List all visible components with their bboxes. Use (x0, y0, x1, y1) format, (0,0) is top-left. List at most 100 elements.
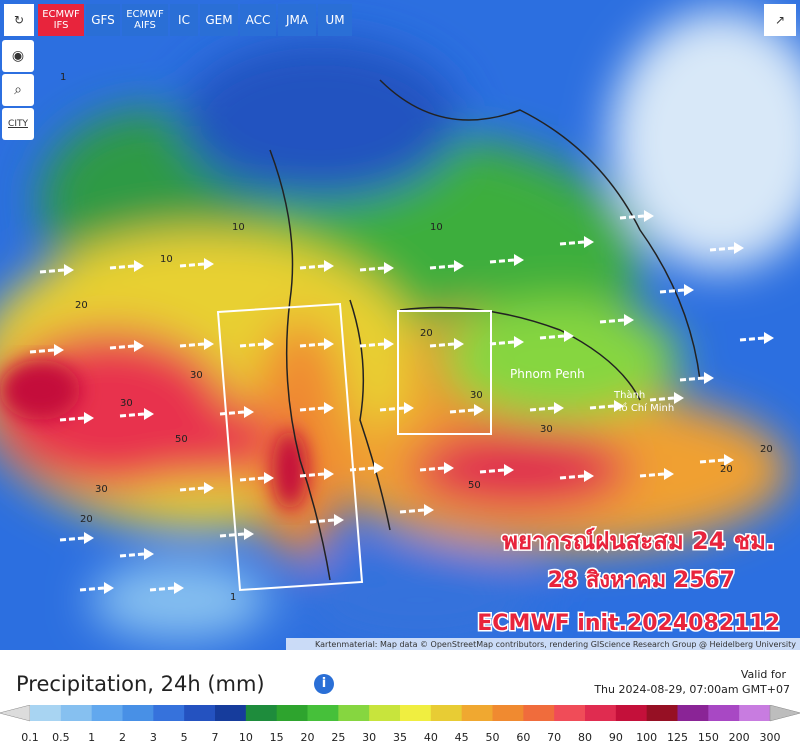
scale-swatch (153, 705, 185, 721)
info-button[interactable]: i (314, 674, 334, 694)
wind-arrow (649, 396, 675, 402)
contour-label: 10 (160, 254, 173, 265)
valid-time: Thu 2024-08-29, 07:00am GMT+07 (594, 683, 790, 696)
city-button[interactable]: CITY (2, 108, 34, 140)
wind-arrow-head (54, 344, 64, 356)
wind-arrow-head (444, 462, 454, 474)
model-button[interactable]: IC (170, 4, 198, 36)
reload-button[interactable]: ↻ (4, 4, 34, 36)
scale-label: 25 (331, 731, 345, 744)
wind-arrow (179, 342, 205, 348)
scale-label: 200 (729, 731, 750, 744)
place-label: Hồ Chí Minh (614, 402, 674, 414)
scale-label: 3 (150, 731, 157, 744)
wind-arrow (39, 268, 65, 274)
location-button[interactable]: ◉ (2, 40, 34, 72)
wind-arrow-head (324, 402, 334, 414)
scale-swatch (184, 705, 216, 721)
wind-arrow-head (204, 258, 214, 270)
scale-swatch (708, 705, 740, 721)
wind-arrow (109, 264, 135, 270)
wind-arrow (59, 416, 85, 422)
scale-swatch (554, 705, 586, 721)
wind-arrow (539, 334, 565, 340)
wind-arrow-head (624, 314, 634, 326)
model-button[interactable]: GEM (200, 4, 238, 36)
scale-label: 30 (362, 731, 376, 744)
scale-label: 60 (516, 731, 530, 744)
scale-swatch (492, 705, 524, 721)
wind-arrow (219, 532, 245, 538)
scale-label: 7 (212, 731, 219, 744)
legend: Precipitation, 24h (mm) i Valid for Thu … (0, 650, 800, 750)
scale-label: 2 (119, 731, 126, 744)
model-button[interactable]: JMA (278, 4, 316, 36)
scale-swatch (30, 705, 62, 721)
model-button[interactable]: ECMWF AIFS (122, 4, 168, 36)
scale-swatch (523, 705, 555, 721)
wind-arrow (489, 258, 515, 264)
highlight-boxes (216, 302, 492, 592)
wind-arrow (679, 376, 705, 382)
wind-arrow-head (204, 338, 214, 350)
wind-arrow (429, 342, 455, 348)
wind-arrow-head (384, 262, 394, 274)
wind-arrow-head (334, 514, 344, 526)
wind-arrow-head (244, 406, 254, 418)
scale-swatch (338, 705, 370, 721)
wind-arrow (559, 474, 585, 480)
scale-swatch (60, 705, 93, 721)
wind-arrow (429, 264, 455, 270)
overlay-date: 28 สิงหาคม 2567 (548, 568, 735, 593)
wind-arrow-head (704, 372, 714, 384)
scale-swatch (122, 705, 154, 721)
scale-label: 10 (239, 731, 253, 744)
contour-label: 20 (75, 300, 88, 311)
wind-arrow (559, 240, 585, 246)
scale-label: 90 (609, 731, 623, 744)
wind-arrow-head (504, 464, 514, 476)
wind-arrow (179, 262, 205, 268)
wind-arrow (739, 336, 765, 342)
model-button[interactable]: ACC (240, 4, 276, 36)
wind-arrow (239, 476, 265, 482)
scale-label: 0.1 (21, 731, 39, 744)
wind-arrow-head (474, 404, 484, 416)
wind-arrow (219, 410, 245, 416)
wind-arrow (359, 266, 385, 272)
model-button[interactable]: ECMWF IFS (38, 4, 84, 36)
scale-swatch (677, 705, 709, 721)
wind-arrow (119, 552, 145, 558)
model-button[interactable]: GFS (86, 4, 120, 36)
wind-arrow-head (554, 402, 564, 414)
wind-arrow-head (674, 392, 684, 404)
map: 10 20 30 30 50 30 20 10 20 30 50 30 20 20 10 1 1 Phnom P… (0, 0, 800, 650)
scale-swatch (739, 705, 771, 721)
contour-label: 30 (120, 398, 133, 409)
wind-arrow (599, 318, 625, 324)
scale-swatch (400, 705, 432, 721)
model-button[interactable]: UM (318, 4, 352, 36)
wind-arrow (59, 536, 85, 542)
scale-swatch (91, 705, 123, 721)
zoom-button[interactable]: ⌕ (2, 74, 34, 106)
place-label: Thành (613, 389, 645, 401)
wind-arrow-head (454, 338, 464, 350)
contour-label: 20 (420, 328, 433, 339)
wind-arrow-head (134, 340, 144, 352)
wind-arrow (349, 466, 375, 472)
scale-swatch (245, 705, 278, 721)
wind-arrow-head (264, 472, 274, 484)
scale-swatch (646, 705, 678, 721)
contour-label: 10 (232, 222, 245, 233)
valid-label: Valid for (740, 668, 786, 681)
wind-arrow-head (264, 338, 274, 350)
wind-arrow-head (664, 468, 674, 480)
contour-label: 20 (760, 444, 773, 455)
wind-arrow (529, 406, 555, 412)
wind-arrow-head (564, 330, 574, 342)
scale-swatch (585, 705, 617, 721)
overlay-init: ECMWF init.2024082112 (477, 611, 780, 636)
share-button[interactable]: ↗ (764, 4, 796, 36)
